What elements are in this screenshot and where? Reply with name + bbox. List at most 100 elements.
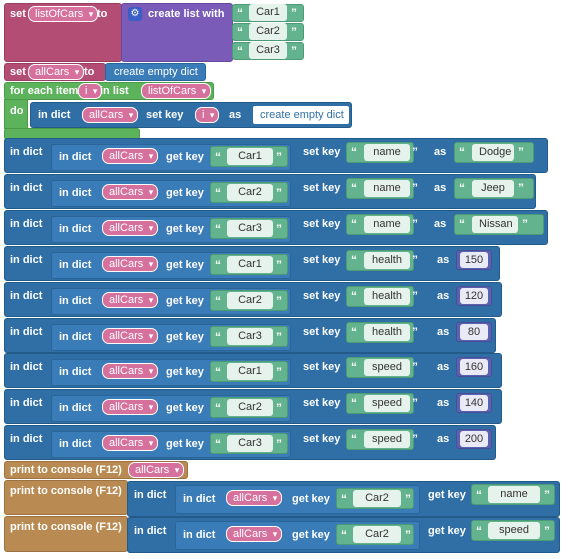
number-value[interactable]: 140 — [460, 395, 488, 411]
create-empty-dict-block[interactable] — [105, 63, 206, 81]
in-list-label: in list — [100, 85, 129, 97]
allcars-dropdown[interactable]: allCars — [102, 328, 159, 344]
key-string[interactable]: speed — [364, 395, 410, 412]
car2-string[interactable]: Car2 — [353, 490, 401, 507]
car-key-string[interactable]: Car3 — [227, 435, 273, 452]
allcars-dropdown[interactable]: allCars — [102, 363, 159, 379]
car-key-string[interactable]: Car3 — [227, 328, 273, 345]
allcars-dropdown[interactable]: allCars — [226, 490, 283, 506]
as-label: as — [437, 326, 450, 338]
key-string[interactable]: name — [364, 180, 410, 197]
set-label: set — [10, 8, 26, 20]
in-dict-label: in dict — [134, 489, 167, 501]
car-key-string[interactable]: Car1 — [227, 363, 273, 380]
to-label: to — [97, 8, 108, 20]
get-key-label: get key — [166, 223, 204, 235]
as-label: as — [434, 218, 447, 230]
key-string[interactable]: name — [364, 144, 410, 161]
in-dict-label: in dict — [10, 254, 43, 266]
create-empty-dict-block[interactable] — [252, 105, 350, 125]
quote-close-icon: ” — [412, 289, 418, 303]
number-value[interactable]: 150 — [460, 252, 488, 268]
key-string[interactable]: speed — [364, 359, 410, 376]
allcars-dropdown[interactable]: allCars — [102, 292, 159, 308]
speed-string[interactable]: speed — [488, 522, 540, 539]
as-label: as — [434, 146, 447, 158]
allcars-dropdown[interactable]: allCars — [102, 399, 159, 415]
print-label: print to console (F12) — [10, 485, 122, 497]
in-dict-label: in dict — [10, 218, 43, 230]
in-dict-label: in dict — [10, 433, 43, 445]
quote-open-icon: “ — [351, 181, 357, 195]
car-key-string[interactable]: Car1 — [227, 148, 273, 165]
car-key-string[interactable]: Car2 — [227, 184, 273, 201]
key-string[interactable]: speed — [364, 431, 410, 448]
allcars-dropdown[interactable]: allCars — [82, 107, 139, 123]
quote-close-icon: ” — [405, 528, 411, 542]
allcars-dropdown[interactable]: allCars — [102, 220, 159, 236]
set-key-label: set key — [303, 290, 341, 302]
quote-open-icon: “ — [215, 365, 221, 379]
allcars-dropdown[interactable]: allCars — [102, 435, 159, 451]
quote-open-icon: “ — [237, 44, 243, 58]
car-key-string[interactable]: Car3 — [227, 220, 273, 237]
key-string[interactable]: name — [364, 216, 410, 233]
value-string[interactable]: Nissan — [472, 216, 518, 233]
value-string[interactable]: Dodge — [472, 144, 514, 161]
key-string[interactable]: health — [364, 324, 410, 341]
car3-string[interactable]: Car3 — [249, 42, 287, 59]
listofcars-dropdown[interactable]: listOfCars — [141, 83, 212, 99]
get-key-label: get key — [166, 438, 204, 450]
allcars-variable-dropdown[interactable]: allCars — [28, 64, 85, 80]
quote-open-icon: “ — [341, 492, 347, 506]
gear-icon[interactable]: ⚙ — [128, 7, 142, 21]
quote-close-icon: ” — [412, 360, 418, 374]
allcars-dropdown[interactable]: allCars — [102, 256, 159, 272]
loop-variable-dropdown[interactable]: i — [78, 83, 103, 99]
quote-close-icon: ” — [522, 217, 528, 231]
in-dict-label: in dict — [59, 438, 92, 450]
car2-string[interactable]: Car2 — [353, 526, 401, 543]
key-string[interactable]: health — [364, 288, 410, 305]
car-key-string[interactable]: Car2 — [227, 399, 273, 416]
quote-close-icon: ” — [412, 253, 418, 267]
quote-close-icon: ” — [276, 150, 282, 164]
quote-close-icon: ” — [412, 432, 418, 446]
set-key-label: set key — [303, 218, 341, 230]
quote-open-icon: “ — [459, 181, 465, 195]
get-key-label: get key — [166, 187, 204, 199]
print-get-name-block[interactable] — [4, 480, 128, 515]
quote-open-icon: “ — [237, 25, 243, 39]
quote-open-icon: “ — [341, 528, 347, 542]
number-value[interactable]: 160 — [460, 359, 488, 375]
allcars-dropdown[interactable]: allCars — [128, 462, 185, 478]
car-key-string[interactable]: Car1 — [227, 256, 273, 273]
number-value[interactable]: 200 — [460, 431, 488, 447]
quote-open-icon: “ — [215, 294, 221, 308]
as-label: as — [437, 361, 450, 373]
i-variable-dropdown[interactable]: i — [195, 107, 220, 123]
get-key-label: get key — [166, 366, 204, 378]
quote-open-icon: “ — [215, 401, 221, 415]
as-label: as — [437, 254, 450, 266]
quote-close-icon: ” — [291, 44, 297, 58]
get-key-label: get key — [428, 489, 466, 501]
quote-open-icon: “ — [351, 253, 357, 267]
car1-string[interactable]: Car1 — [249, 4, 287, 21]
car-key-string[interactable]: Car2 — [227, 292, 273, 309]
print-get-speed-block[interactable] — [4, 516, 128, 552]
allcars-dropdown[interactable]: allCars — [226, 526, 283, 542]
allcars-dropdown[interactable]: allCars — [102, 184, 159, 200]
get-key-label: get key — [428, 525, 466, 537]
name-string[interactable]: name — [488, 486, 540, 503]
allcars-dropdown[interactable]: allCars — [102, 148, 159, 164]
quote-close-icon: ” — [276, 401, 282, 415]
quote-close-icon: ” — [276, 437, 282, 451]
number-value[interactable]: 80 — [460, 324, 488, 340]
key-string[interactable]: health — [364, 252, 410, 269]
listofcars-variable-dropdown[interactable]: listOfCars — [28, 6, 99, 22]
value-string[interactable]: Jeep — [472, 180, 514, 197]
number-value[interactable]: 120 — [460, 288, 488, 304]
car2-string[interactable]: Car2 — [249, 23, 287, 40]
